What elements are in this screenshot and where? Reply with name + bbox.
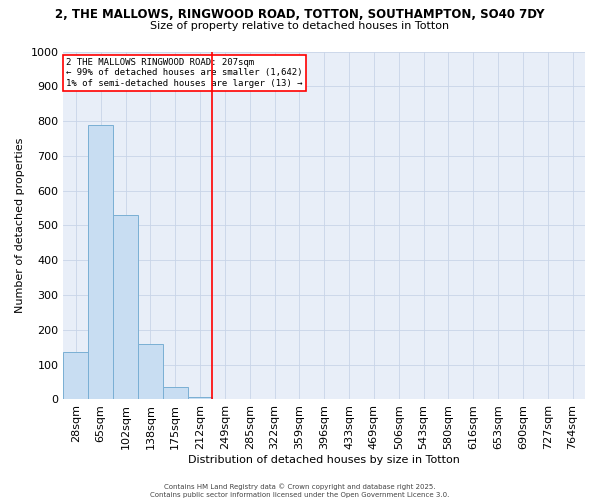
Text: 2, THE MALLOWS, RINGWOOD ROAD, TOTTON, SOUTHAMPTON, SO40 7DY: 2, THE MALLOWS, RINGWOOD ROAD, TOTTON, S… xyxy=(55,8,545,20)
Bar xyxy=(163,388,188,400)
Bar xyxy=(188,396,212,400)
Bar xyxy=(113,215,138,400)
X-axis label: Distribution of detached houses by size in Totton: Distribution of detached houses by size … xyxy=(188,455,460,465)
Bar xyxy=(88,124,113,400)
Text: Size of property relative to detached houses in Totton: Size of property relative to detached ho… xyxy=(151,21,449,31)
Text: 2 THE MALLOWS RINGWOOD ROAD: 207sqm
← 99% of detached houses are smaller (1,642): 2 THE MALLOWS RINGWOOD ROAD: 207sqm ← 99… xyxy=(66,58,302,88)
Y-axis label: Number of detached properties: Number of detached properties xyxy=(15,138,25,313)
Text: Contains HM Land Registry data © Crown copyright and database right 2025.
Contai: Contains HM Land Registry data © Crown c… xyxy=(151,484,449,498)
Bar xyxy=(138,344,163,400)
Bar xyxy=(64,352,88,400)
